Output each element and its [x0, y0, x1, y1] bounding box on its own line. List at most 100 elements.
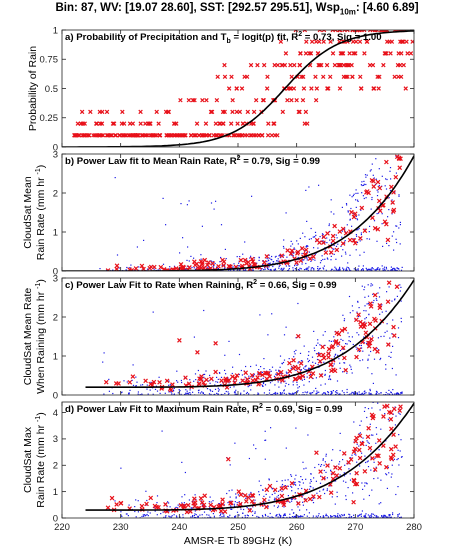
data-point	[322, 515, 324, 517]
data-point	[344, 228, 346, 230]
data-point	[118, 267, 120, 269]
bin-marker	[374, 30, 379, 33]
data-point	[258, 494, 260, 496]
y-tick-label: 1	[53, 25, 58, 36]
marker-stroke	[372, 316, 377, 322]
data-point	[397, 514, 399, 516]
data-point	[391, 367, 393, 370]
marker-stroke	[357, 455, 363, 461]
data-point	[313, 267, 315, 270]
data-point	[288, 358, 290, 360]
marker-stroke	[369, 177, 375, 183]
data-point	[389, 170, 391, 172]
data-point	[352, 392, 354, 394]
data-point	[361, 269, 363, 271]
marker-stroke	[187, 265, 192, 270]
data-point	[312, 392, 314, 394]
marker-stroke	[120, 133, 125, 138]
marker-stroke	[288, 251, 294, 256]
bin-marker	[168, 133, 174, 138]
marker-stroke	[381, 202, 386, 208]
data-point	[155, 385, 157, 387]
marker-stroke	[195, 349, 200, 355]
data-point	[293, 393, 295, 395]
marker-stroke	[311, 494, 316, 499]
data-point	[386, 178, 388, 181]
data-point	[299, 484, 301, 486]
marker-stroke	[330, 51, 336, 56]
bin-marker	[264, 86, 270, 91]
marker-stroke	[307, 51, 312, 56]
data-point	[330, 378, 332, 381]
data-point	[212, 261, 214, 263]
data-point	[323, 268, 325, 270]
data-point	[371, 489, 373, 491]
marker-stroke	[148, 495, 154, 501]
marker-stroke	[352, 211, 358, 217]
data-point	[212, 500, 214, 502]
data-point	[318, 366, 320, 368]
data-point	[324, 383, 326, 385]
data-point	[391, 300, 393, 302]
data-point	[320, 465, 322, 467]
plot-area	[62, 30, 414, 147]
marker-stroke	[396, 156, 402, 162]
data-point	[146, 388, 148, 390]
data-point	[307, 267, 309, 269]
bin-marker	[305, 121, 310, 126]
data-point	[323, 516, 325, 518]
data-point	[362, 265, 364, 267]
data-point	[359, 424, 361, 426]
data-point	[330, 393, 332, 395]
marker-stroke	[248, 62, 254, 68]
data-point	[136, 246, 138, 248]
data-point	[271, 255, 273, 258]
data-point	[135, 385, 137, 387]
data-point	[257, 392, 259, 394]
marker-stroke	[370, 215, 375, 221]
data-point	[321, 233, 324, 235]
bin-marker	[262, 497, 267, 503]
data-point	[387, 269, 389, 271]
data-point	[201, 391, 203, 393]
data-point	[275, 514, 277, 517]
bin-marker	[362, 51, 367, 56]
marker-stroke	[265, 133, 271, 138]
data-point	[308, 238, 310, 240]
data-point	[260, 484, 262, 487]
bin-marker	[181, 133, 186, 138]
data-point	[208, 501, 210, 503]
data-point	[290, 498, 292, 500]
marker-stroke	[363, 330, 369, 336]
data-point	[360, 269, 362, 271]
data-point	[146, 384, 148, 386]
bin-marker	[199, 374, 204, 379]
data-point	[215, 200, 217, 202]
data-point	[361, 181, 363, 183]
ylabel-unit-end: )	[35, 279, 47, 283]
marker-stroke	[396, 155, 402, 161]
data-point	[292, 252, 294, 254]
data-point	[202, 392, 204, 394]
data-point	[269, 369, 271, 371]
bin-marker	[363, 330, 369, 336]
bin-marker	[346, 460, 351, 465]
data-point	[251, 195, 253, 197]
data-point	[357, 268, 359, 270]
data-point	[318, 269, 320, 271]
bin-marker	[351, 499, 356, 505]
bin-marker	[133, 266, 139, 271]
data-point	[283, 247, 285, 249]
data-point	[273, 375, 276, 377]
marker-stroke	[251, 121, 256, 126]
data-point	[377, 402, 379, 404]
marker-stroke	[368, 304, 374, 309]
data-point	[373, 478, 375, 480]
bin-marker	[222, 109, 227, 115]
data-point	[399, 517, 401, 518]
data-point	[300, 268, 302, 270]
data-point	[239, 270, 241, 271]
bin-marker	[352, 481, 358, 487]
data-point	[278, 513, 280, 515]
